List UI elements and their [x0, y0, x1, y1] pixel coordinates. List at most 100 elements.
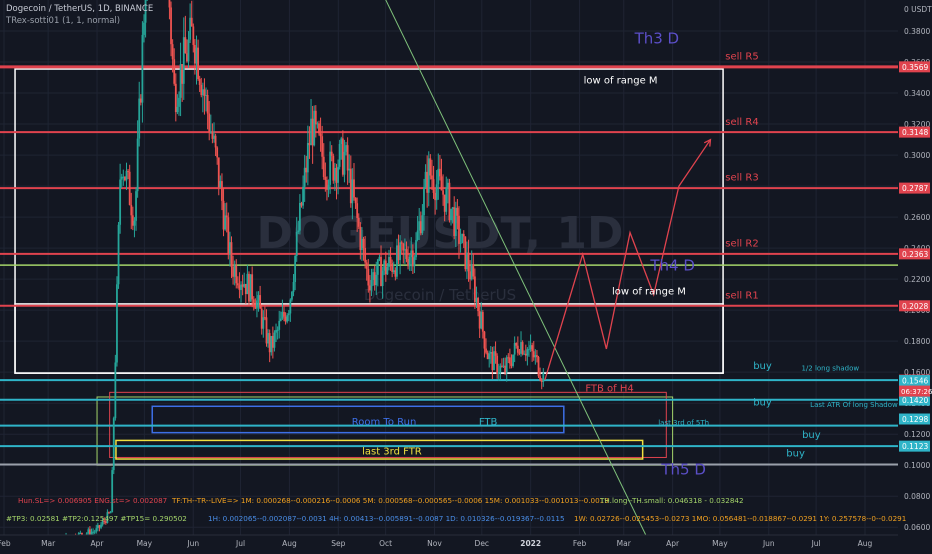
annotation-label: buy: [753, 398, 772, 409]
candle-body: [139, 98, 142, 103]
candle-body: [330, 151, 333, 156]
price-tag: [899, 440, 930, 452]
x-tick-label: Apr: [666, 539, 680, 548]
candle-body: [263, 317, 266, 319]
candle-body: [410, 250, 413, 257]
candle-body: [176, 106, 179, 113]
candle-body: [225, 215, 228, 218]
candle-body: [271, 335, 274, 348]
annotation-label: last 3rd FTR: [362, 446, 422, 457]
candle-body: [353, 179, 355, 198]
candle-body: [497, 372, 500, 374]
candle-body: [408, 256, 411, 267]
candle-body: [415, 240, 417, 258]
candle-body: [413, 257, 416, 267]
x-tick-label: Aug: [858, 539, 873, 548]
candle-body: [524, 353, 527, 356]
candle-body: [391, 263, 394, 272]
candle-body: [87, 529, 90, 534]
candle-body: [462, 233, 465, 237]
price-tag: [899, 126, 930, 138]
candle-body: [294, 256, 297, 283]
candle-body: [262, 317, 265, 329]
projection-arrowhead: [703, 138, 712, 147]
y-tick-label: 0.3800: [904, 27, 930, 36]
annotation-label: low of range M: [612, 287, 686, 298]
candle-body: [256, 300, 258, 309]
candle-body: [400, 242, 403, 244]
y-tick-label: 0.0600: [904, 523, 930, 532]
candle-body: [521, 342, 524, 355]
candle-body: [523, 353, 526, 355]
candle-body: [402, 243, 405, 251]
candle-body: [351, 179, 354, 204]
candle-body: [376, 259, 379, 275]
candle-body: [356, 203, 359, 219]
candle-body: [397, 245, 400, 261]
candle-body: [240, 284, 242, 291]
candle-body: [275, 330, 277, 333]
annotation-label: sell R3: [725, 173, 758, 184]
candle-body: [96, 525, 99, 529]
annotation-label: FTB of H4: [585, 384, 633, 395]
price-tag: [899, 375, 930, 387]
candle-body: [423, 187, 425, 216]
annotation-label: buy: [802, 430, 821, 441]
candle-body: [327, 184, 330, 190]
candle-body: [416, 230, 419, 241]
x-tick-label: Sep: [331, 539, 345, 548]
candle-body: [464, 236, 467, 270]
price-tag: [899, 300, 930, 312]
x-tick-label: 2022: [520, 539, 541, 548]
candle-body: [194, 44, 196, 64]
candle-body: [217, 157, 220, 188]
candle-body: [179, 64, 182, 98]
candle-body: [322, 156, 325, 177]
candle-body: [508, 357, 511, 364]
candle-body: [305, 167, 308, 173]
candle-body: [539, 376, 542, 380]
symbol-title: Dogecoin / TetherUS, 1D, BINANCE: [6, 4, 154, 14]
candle-body: [319, 133, 322, 137]
x-tick-label: Apr: [91, 539, 105, 548]
y-tick-label: 0.1200: [904, 430, 930, 439]
candle-body: [287, 313, 290, 316]
candle-body: [197, 47, 199, 80]
candle-body: [143, 22, 145, 35]
x-tick-label: Feb: [573, 539, 587, 548]
candle-body: [450, 208, 452, 221]
candle-body: [260, 308, 263, 329]
candle-body: [354, 197, 357, 204]
candle-body: [279, 318, 282, 321]
candle-body: [209, 131, 212, 133]
candle-body: [367, 268, 370, 286]
candle-body: [337, 166, 339, 183]
indicator-row-1: Hun.SL=> 0.006905 ENG.st=> 0.002087: [18, 496, 167, 505]
candle-body: [103, 520, 106, 522]
candle-body: [411, 250, 414, 267]
candle-body: [488, 353, 491, 360]
candle-body: [361, 238, 363, 250]
candle-body: [386, 266, 389, 275]
candle-body: [230, 242, 233, 267]
candle-body: [135, 191, 137, 221]
zone-yellow-ftr: [115, 439, 644, 460]
annotation-label: sell R1: [725, 291, 758, 302]
candle-body: [437, 168, 440, 185]
y-tick-label: 0.2200: [904, 275, 930, 284]
candle-body: [93, 531, 96, 533]
annotation-label: sell R5: [725, 52, 758, 63]
x-tick-label: Jun: [762, 539, 775, 548]
candle-body: [295, 231, 298, 257]
candle-body: [171, 44, 174, 60]
candle-body: [364, 247, 367, 263]
price-tag-label: 0.2363: [902, 250, 928, 259]
candle-body: [505, 357, 508, 373]
candle-body: [289, 299, 292, 314]
candle-body: [267, 333, 269, 344]
candle-body: [489, 352, 492, 354]
candle-body: [507, 357, 510, 359]
